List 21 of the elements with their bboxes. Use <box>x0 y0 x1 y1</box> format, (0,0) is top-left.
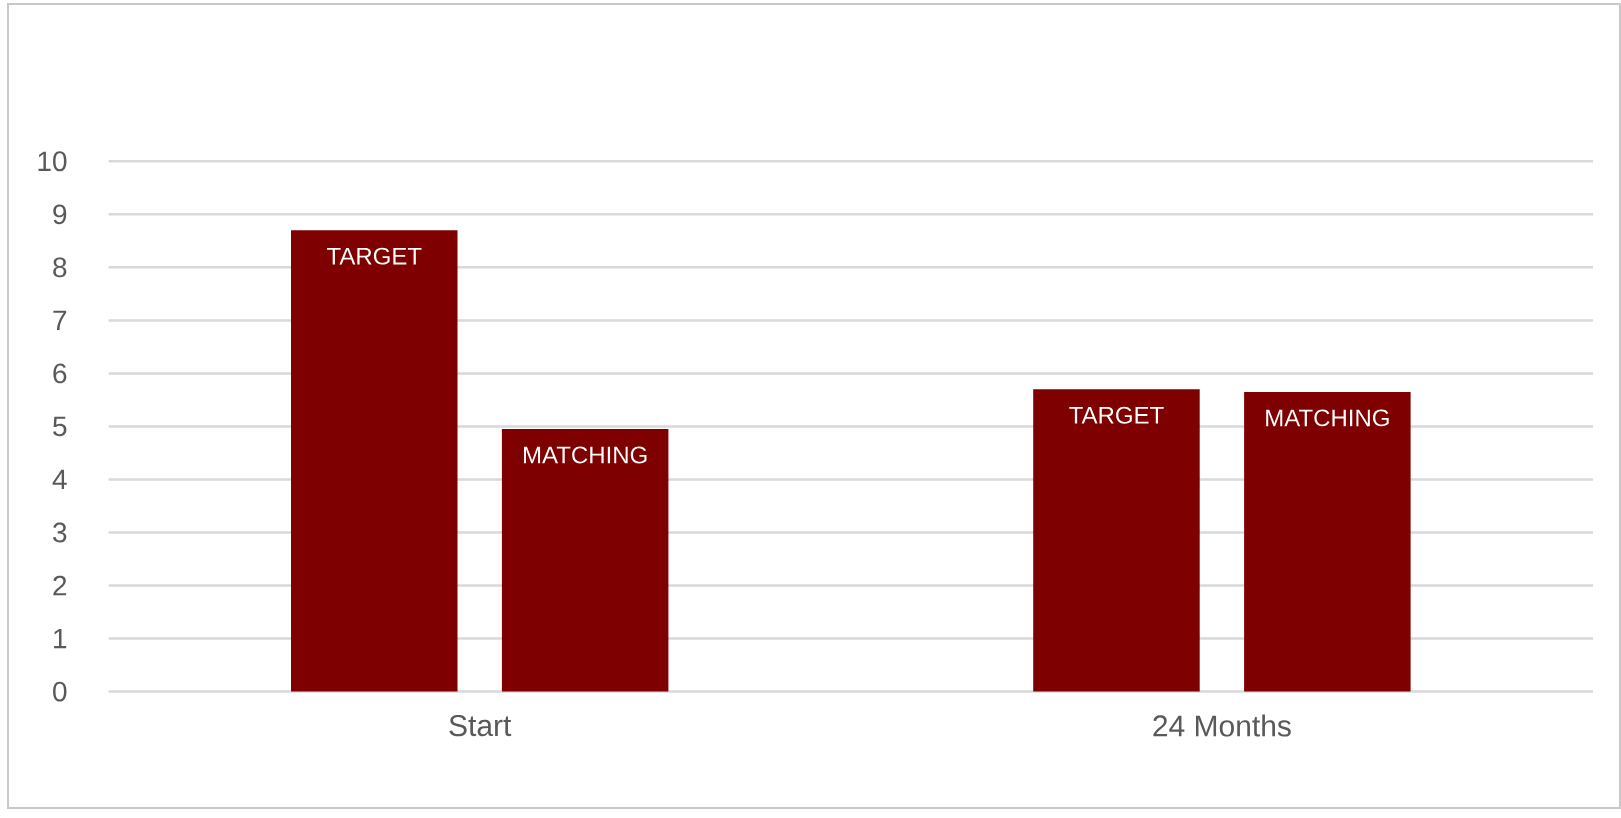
y-tick-label: 4 <box>52 469 67 490</box>
x-tick-label: Start <box>449 714 512 737</box>
bar <box>1244 391 1411 692</box>
y-tick-label: 3 <box>53 522 67 543</box>
series-label: TARGET <box>1069 406 1164 424</box>
bar <box>501 429 669 692</box>
y-tick-label: 7 <box>53 310 67 331</box>
y-tick-label: 10 <box>38 151 67 172</box>
y-tick-label: 6 <box>53 363 67 384</box>
x-tick-label: 24 Months <box>1153 714 1291 737</box>
bar <box>291 230 458 692</box>
text: TARGET <box>327 247 422 265</box>
y-tick-label: 8 <box>53 257 67 278</box>
y-tick-label: 1 <box>54 628 67 649</box>
y-tick-label: 9 <box>53 204 67 225</box>
y-tick-label: 0 <box>53 681 67 702</box>
series-label: MATCHING <box>1266 409 1389 427</box>
text: MATCHING <box>524 446 647 464</box>
y-tick-label: 5 <box>53 416 67 437</box>
bar <box>1033 389 1200 692</box>
y-tick-label: 2 <box>53 575 67 596</box>
